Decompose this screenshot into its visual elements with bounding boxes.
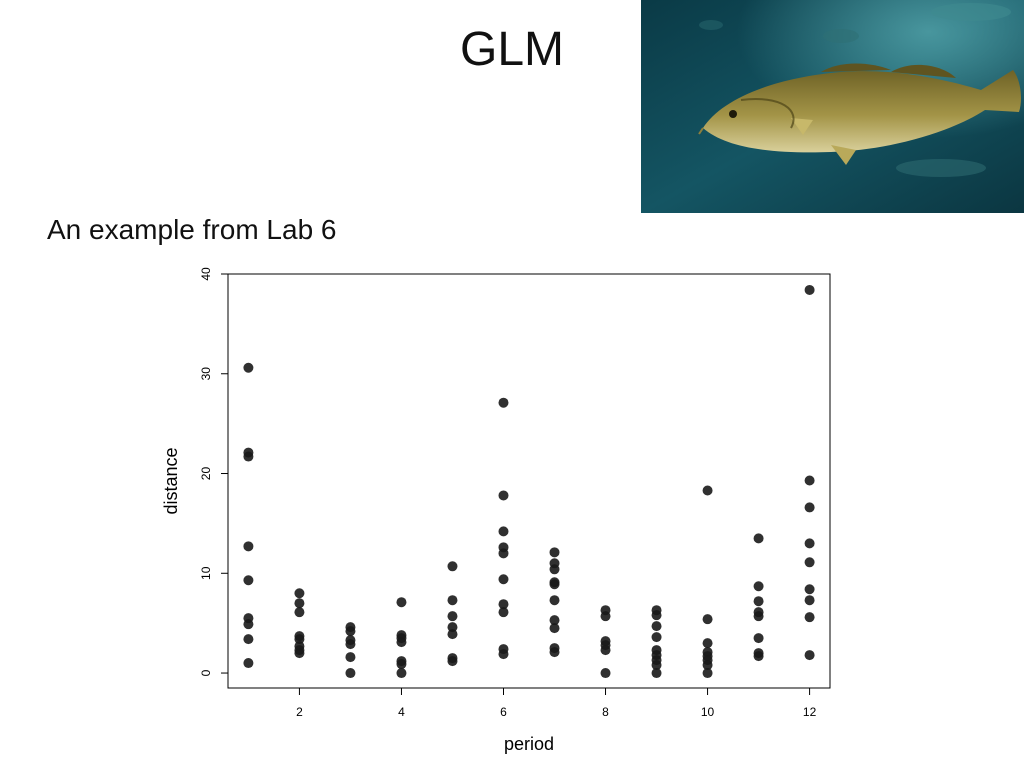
fish-photo [641, 0, 1024, 213]
data-point [447, 595, 458, 606]
data-point [753, 633, 764, 644]
data-point [294, 634, 305, 645]
data-point [447, 561, 458, 572]
data-point [702, 660, 713, 671]
data-point [804, 595, 815, 606]
data-point [651, 668, 662, 679]
x-tick-label: 8 [602, 705, 609, 719]
data-point [549, 547, 560, 558]
data-point [549, 595, 560, 606]
data-point [549, 579, 560, 590]
data-point [498, 607, 509, 618]
data-point [549, 564, 560, 575]
y-axis-label: distance [161, 447, 181, 514]
data-point [396, 637, 407, 648]
data-point [651, 610, 662, 621]
data-point [753, 581, 764, 592]
data-point [753, 596, 764, 607]
data-point [804, 284, 815, 295]
data-point [702, 485, 713, 496]
data-point [753, 533, 764, 544]
y-tick-label: 20 [199, 467, 213, 481]
slide-subtitle: An example from Lab 6 [47, 214, 337, 245]
data-point [243, 658, 254, 669]
data-point [345, 626, 356, 637]
data-point [702, 638, 713, 649]
data-point [447, 611, 458, 622]
data-point [702, 668, 713, 679]
data-point [498, 397, 509, 408]
data-point [498, 599, 509, 610]
data-point [447, 656, 458, 667]
data-point [498, 574, 509, 585]
data-point [804, 584, 815, 595]
plot-frame [227, 273, 831, 689]
data-point [753, 611, 764, 622]
data-point [243, 619, 254, 630]
x-tick-label: 4 [398, 705, 405, 719]
data-point [345, 639, 356, 650]
data-point [600, 611, 611, 622]
data-point [294, 588, 305, 599]
data-point [651, 660, 662, 671]
data-point [600, 668, 611, 679]
data-point [345, 668, 356, 679]
y-tick-label: 10 [199, 566, 213, 580]
data-point [243, 634, 254, 645]
data-point [294, 598, 305, 609]
data-point [651, 621, 662, 632]
data-point [498, 548, 509, 559]
data-point [804, 557, 815, 568]
data-point [396, 659, 407, 670]
data-point [804, 650, 815, 661]
data-point [498, 649, 509, 660]
data-point [243, 575, 254, 586]
data-point [804, 538, 815, 549]
data-point [753, 651, 764, 662]
data-point [294, 607, 305, 618]
data-point [243, 541, 254, 552]
x-tick-label: 6 [500, 705, 507, 719]
x-tick-label: 10 [701, 705, 715, 719]
data-point [345, 652, 356, 663]
data-point [498, 490, 509, 501]
data-point [447, 622, 458, 633]
data-point [396, 668, 407, 679]
data-point [702, 614, 713, 625]
data-point [549, 647, 560, 658]
data-point [396, 597, 407, 608]
slide-title: GLM [459, 23, 564, 76]
data-point [549, 615, 560, 626]
data-point [498, 526, 509, 537]
y-tick-label: 0 [199, 669, 213, 676]
y-tick-label: 40 [199, 267, 213, 281]
x-axis-label: period [504, 734, 554, 754]
data-point [804, 502, 815, 513]
data-point [294, 648, 305, 659]
data-point [549, 623, 560, 634]
data-point [804, 612, 815, 623]
data-point [243, 451, 254, 462]
data-point [600, 645, 611, 656]
data-point [243, 362, 254, 373]
data-point [447, 629, 458, 640]
x-tick-label: 2 [296, 705, 303, 719]
data-point [804, 475, 815, 486]
y-tick-label: 30 [199, 367, 213, 381]
x-tick-label: 12 [803, 705, 817, 719]
data-point [651, 632, 662, 643]
